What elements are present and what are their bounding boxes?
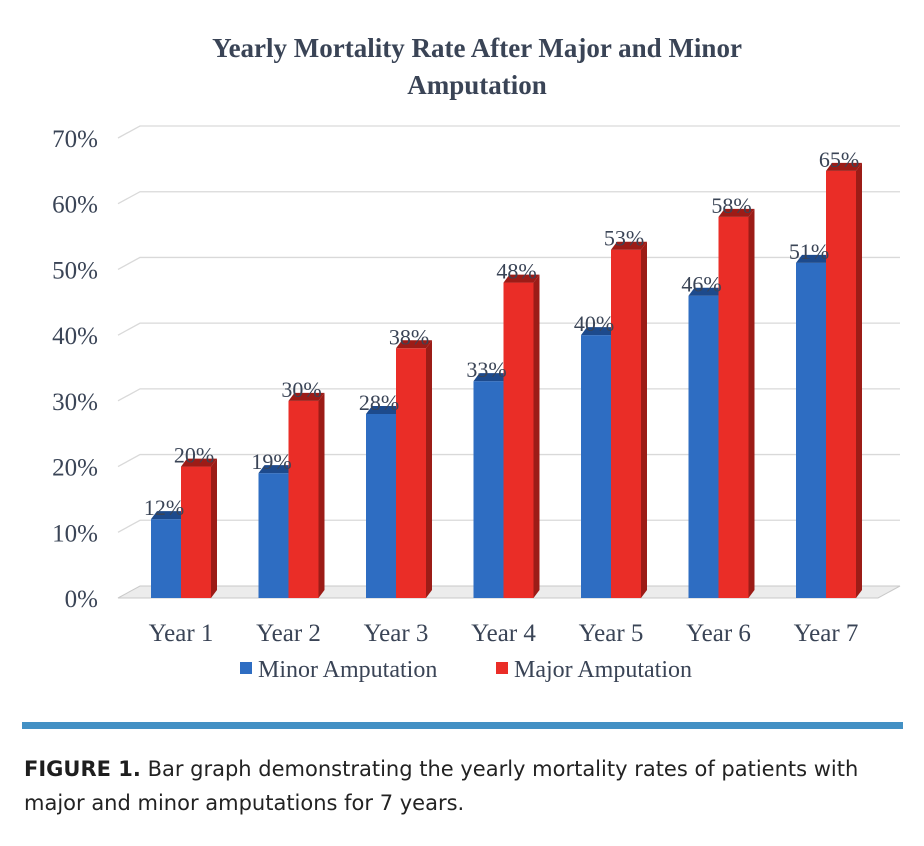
x-axis-ticks: Year 1 Year 2 Year 3 Year 4 Year 5 Year 6 Year… <box>149 620 859 647</box>
bar-side <box>533 274 540 598</box>
bar-side <box>318 392 325 598</box>
y-tick-label: 10% <box>52 520 98 547</box>
figure-caption-text: Bar graph demonstrating the yearly morta… <box>24 757 859 815</box>
bar-top <box>396 340 432 349</box>
bar-top <box>826 162 862 171</box>
data-label: 65% <box>819 147 859 172</box>
x-tick-label: Year 7 <box>794 620 859 647</box>
bar-top <box>366 406 402 414</box>
bar-top <box>258 465 295 474</box>
bar <box>826 162 862 598</box>
data-label: 58% <box>711 193 751 218</box>
bar <box>718 208 755 598</box>
bar-top <box>611 241 647 250</box>
x-tick-label: Year 4 <box>471 620 536 647</box>
gridline <box>117 191 900 205</box>
legend-swatch <box>240 662 252 674</box>
data-label: 48% <box>496 259 536 284</box>
bar-top <box>181 458 217 467</box>
bar-front <box>181 466 211 598</box>
legend-label: Minor Amputation <box>258 657 437 683</box>
bar <box>181 458 217 598</box>
bar-front <box>796 262 826 598</box>
data-label: 33% <box>466 357 506 382</box>
data-label: 46% <box>681 272 721 297</box>
bar-front <box>396 348 426 598</box>
bar-front <box>503 282 534 598</box>
bar-front <box>826 170 856 598</box>
legend: Minor Amputation Major Amputation <box>240 657 692 683</box>
bar-top <box>718 208 755 217</box>
bar-chart: Yearly Mortality Rate After Major and Mi… <box>52 33 901 683</box>
y-tick-label: 70% <box>52 126 98 153</box>
data-label: 30% <box>281 377 321 402</box>
bar-top <box>581 327 617 336</box>
bar-top <box>288 392 325 401</box>
data-label: 12% <box>144 495 184 520</box>
caption-divider <box>22 722 903 729</box>
bar-side <box>641 241 647 598</box>
bar-front <box>288 400 319 598</box>
data-label: 20% <box>174 443 214 468</box>
data-label: 28% <box>359 390 399 415</box>
bar <box>611 241 647 598</box>
legend-item: Minor Amputation <box>240 657 437 683</box>
bar-front <box>688 295 719 598</box>
bar-front <box>611 249 641 598</box>
bar-front <box>718 216 749 598</box>
bar <box>503 274 540 598</box>
figure-label: FIGURE 1. <box>24 757 141 781</box>
chart-title-line-2: Amputation <box>407 70 547 100</box>
x-tick-label: Year 3 <box>364 620 429 647</box>
x-tick-label: Year 6 <box>686 620 751 647</box>
bar-top <box>796 254 832 263</box>
figure-caption: FIGURE 1. Bar graph demonstrating the ye… <box>24 752 914 820</box>
x-tick-label: Year 5 <box>579 620 644 647</box>
bar-top <box>473 373 510 382</box>
bar-side <box>426 340 432 598</box>
legend-swatch <box>496 662 508 674</box>
x-tick-label: Year 2 <box>256 620 321 647</box>
bar-front <box>366 414 396 598</box>
y-tick-label: 0% <box>65 586 98 613</box>
y-tick-label: 40% <box>52 323 98 350</box>
legend-label: Major Amputation <box>514 657 692 683</box>
bar-front <box>151 519 181 598</box>
data-labels: 12% 20% 19% 30% 28% 38% 33% 48% 40% 53% 46% 58% 51% 6… <box>144 147 859 520</box>
bars <box>151 162 862 598</box>
bar-front <box>258 473 289 598</box>
data-label: 51% <box>789 239 829 264</box>
x-tick-label: Year 1 <box>149 620 214 647</box>
y-tick-label: 50% <box>52 257 98 284</box>
data-label: 38% <box>389 324 429 349</box>
data-label: 19% <box>251 449 291 474</box>
bar-top <box>151 511 187 520</box>
bar-top <box>503 274 540 283</box>
gridline <box>117 125 900 139</box>
bar-front <box>473 381 504 598</box>
bar-top <box>688 287 725 296</box>
data-label: 40% <box>574 311 614 336</box>
bar <box>396 340 432 598</box>
data-label: 53% <box>604 226 644 251</box>
bar-side <box>211 458 217 598</box>
y-axis-ticks: 0% 10% 20% 30% 40% 50% 60% 70% <box>52 126 98 613</box>
bar-side <box>856 162 862 598</box>
chart-title-line-1: Yearly Mortality Rate After Major and Mi… <box>212 33 742 63</box>
legend-item: Major Amputation <box>496 657 692 683</box>
y-tick-label: 60% <box>52 192 98 219</box>
bar <box>288 392 325 598</box>
y-tick-label: 20% <box>52 455 98 482</box>
bar-side <box>748 208 755 598</box>
bar-front <box>581 335 611 598</box>
chart-title: Yearly Mortality Rate After Major and Mi… <box>212 33 742 100</box>
y-tick-label: 30% <box>52 389 98 416</box>
